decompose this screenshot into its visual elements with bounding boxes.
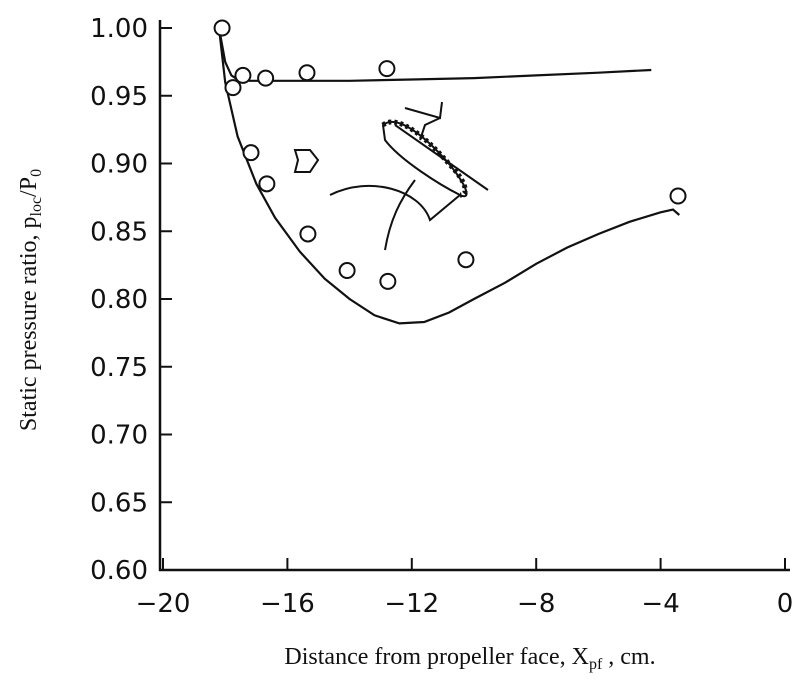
y-label-sub: loc <box>28 197 45 217</box>
y-tick-label: 0.60 <box>90 556 148 586</box>
x-tick-label: 0 <box>777 589 794 619</box>
x-tick-label: −12 <box>384 589 439 619</box>
data-point <box>258 175 276 193</box>
x-label-part: , cm. <box>602 644 655 670</box>
x-label-sub: pf <box>589 656 603 673</box>
x-axis-title: Distance from propeller face, Xpf , cm. <box>284 644 655 673</box>
data-point <box>669 187 687 205</box>
x-tick-label: −8 <box>517 589 555 619</box>
y-label-part: Static pressure ratio, p <box>16 216 42 431</box>
data-point <box>338 262 356 280</box>
data-point <box>213 19 231 37</box>
y-tick-label: 0.70 <box>90 421 148 451</box>
data-point <box>257 69 275 87</box>
x-tick-label: −4 <box>641 589 679 619</box>
inset-sketch <box>293 101 489 251</box>
y-label-sub: 0 <box>28 169 45 177</box>
y-label-part: /P <box>16 177 42 197</box>
curve <box>217 27 681 325</box>
curve <box>217 27 652 82</box>
x-label-part: Distance from propeller face, X <box>284 644 589 670</box>
data-point <box>457 251 475 269</box>
data-point <box>299 225 317 243</box>
y-tick-label: 0.65 <box>90 488 148 518</box>
y-tick-label: 0.95 <box>90 82 148 112</box>
x-tick-label: −20 <box>136 589 191 619</box>
y-axis-title: Static pressure ratio, ploc/P0 <box>16 169 45 431</box>
data-point <box>378 60 396 78</box>
data-point <box>379 272 397 290</box>
y-tick-label: 1.00 <box>90 14 148 44</box>
data-point <box>298 64 316 82</box>
y-tick-label: 0.75 <box>90 353 148 383</box>
x-tick-label: −16 <box>260 589 315 619</box>
y-tick-label: 0.85 <box>90 217 148 247</box>
y-tick-label: 0.90 <box>90 150 148 180</box>
data-point <box>242 144 260 162</box>
y-tick-label: 0.80 <box>90 285 148 315</box>
data-point <box>224 79 242 97</box>
data-point <box>234 66 252 84</box>
